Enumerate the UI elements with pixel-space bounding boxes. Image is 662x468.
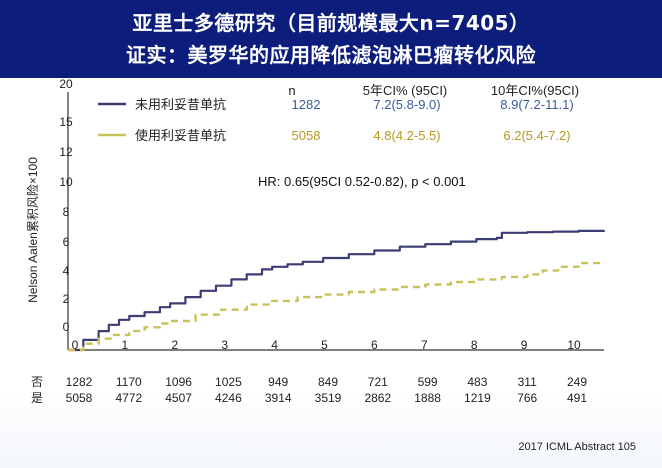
risk-cell-yes: 3519 [315, 391, 342, 405]
y-axis-label: Nelson Aalen累积风险×100 [25, 157, 40, 303]
x-tick-labels: 0 1 2 3 4 5 6 7 8 9 10 [72, 338, 581, 352]
series-curves [68, 229, 606, 352]
legend-col-n: n [288, 83, 295, 98]
x-tick-label: 9 [521, 338, 528, 352]
x-tick-label: 4 [271, 338, 278, 352]
y-tick-label: 15 [59, 115, 73, 129]
legend-n-no-rituximab: 1282 [292, 97, 321, 112]
risk-cell-yes: 4507 [165, 391, 192, 405]
risk-cell-no: 949 [268, 375, 288, 389]
risk-row-label-no: 否 [31, 375, 43, 389]
y-tick-label: 12 [59, 145, 73, 159]
x-tick-label: 2 [171, 338, 178, 352]
risk-cell-yes: 1888 [414, 391, 441, 405]
title-banner: 亚里士多德研究（目前规模最大n=7405） 证实：美罗华的应用降低滤泡淋巴瘤转化… [0, 0, 662, 78]
legend-ci5-no-rituximab: 7.2(5.8-9.0) [373, 97, 440, 112]
legend-label-no-rituximab: 未用利妥昔单抗 [135, 98, 226, 113]
risk-cell-yes: 5058 [66, 391, 93, 405]
risk-cell-yes: 3914 [265, 391, 292, 405]
risk-cell-yes: 4246 [215, 391, 242, 405]
x-tick-label: 3 [221, 338, 228, 352]
legend-n-rituximab: 5058 [292, 128, 321, 143]
y-tick-label: 0 [63, 320, 70, 334]
number-at-risk-table: 否 是 1282 1170 1096 1025 949 849 721 599 483 311 24… [31, 375, 587, 405]
legend-label-rituximab: 使用利妥昔单抗 [135, 128, 226, 144]
x-tick-label: 0 [72, 338, 79, 352]
risk-cell-yes: 2862 [364, 391, 391, 405]
y-tick-label: 8 [63, 205, 70, 219]
y-tick-label: 20 [59, 77, 73, 91]
risk-cell-no: 1170 [116, 375, 142, 389]
risk-cell-no: 1025 [215, 375, 242, 389]
y-tick-label: 10 [59, 175, 73, 189]
axes [67, 92, 604, 351]
legend-ci10-rituximab: 6.2(5.4-7.2) [503, 128, 570, 143]
risk-cell-no: 483 [467, 375, 487, 389]
series-line-no-rituximab [68, 229, 606, 352]
risk-cell-yes: 766 [517, 391, 537, 405]
risk-cell-no: 249 [567, 375, 587, 389]
title-line-1: 亚里士多德研究（目前规模最大n=7405） [132, 11, 530, 35]
x-tick-label: 5 [321, 338, 328, 352]
y-tick-labels: 0 2 4 6 8 10 12 15 20 [59, 77, 73, 334]
background-tint [0, 390, 662, 468]
legend-ci10-no-rituximab: 8.9(7.2-11.1) [500, 97, 573, 112]
x-tick-label: 6 [371, 338, 378, 352]
title-line-2: 证实：美罗华的应用降低滤泡淋巴瘤转化风险 [126, 43, 536, 67]
hazard-ratio-text: HR: 0.65(95CI 0.52-0.82), p < 0.001 [258, 174, 466, 189]
risk-cell-no: 849 [318, 375, 338, 389]
y-tick-label: 6 [63, 235, 70, 249]
citation-footer: 2017 ICML Abstract 105 [518, 441, 636, 453]
risk-cell-yes: 491 [567, 391, 587, 405]
legend-col-5yr: 5年CI% (95CI) [363, 83, 448, 98]
x-tick-label: 8 [471, 338, 478, 352]
risk-cell-no: 721 [368, 375, 388, 389]
risk-cell-yes: 4772 [115, 391, 142, 405]
y-tick-label: 2 [63, 292, 70, 306]
legend-ci5-rituximab: 4.8(4.2-5.5) [373, 128, 440, 143]
risk-cell-yes: 1219 [464, 391, 491, 405]
series-line-rituximab [68, 261, 606, 352]
x-tick-label: 10 [567, 338, 581, 352]
x-tick-label: 7 [421, 338, 428, 352]
x-tick-label: 1 [122, 338, 129, 352]
risk-cell-no: 1282 [66, 375, 93, 389]
risk-row-label-yes: 是 [31, 391, 43, 405]
risk-cell-no: 311 [518, 375, 537, 389]
risk-cell-no: 1096 [165, 375, 192, 389]
y-tick-label: 4 [63, 264, 70, 278]
risk-cell-no: 599 [418, 375, 438, 389]
legend-col-10yr: 10年CI%(95CI) [491, 83, 579, 98]
